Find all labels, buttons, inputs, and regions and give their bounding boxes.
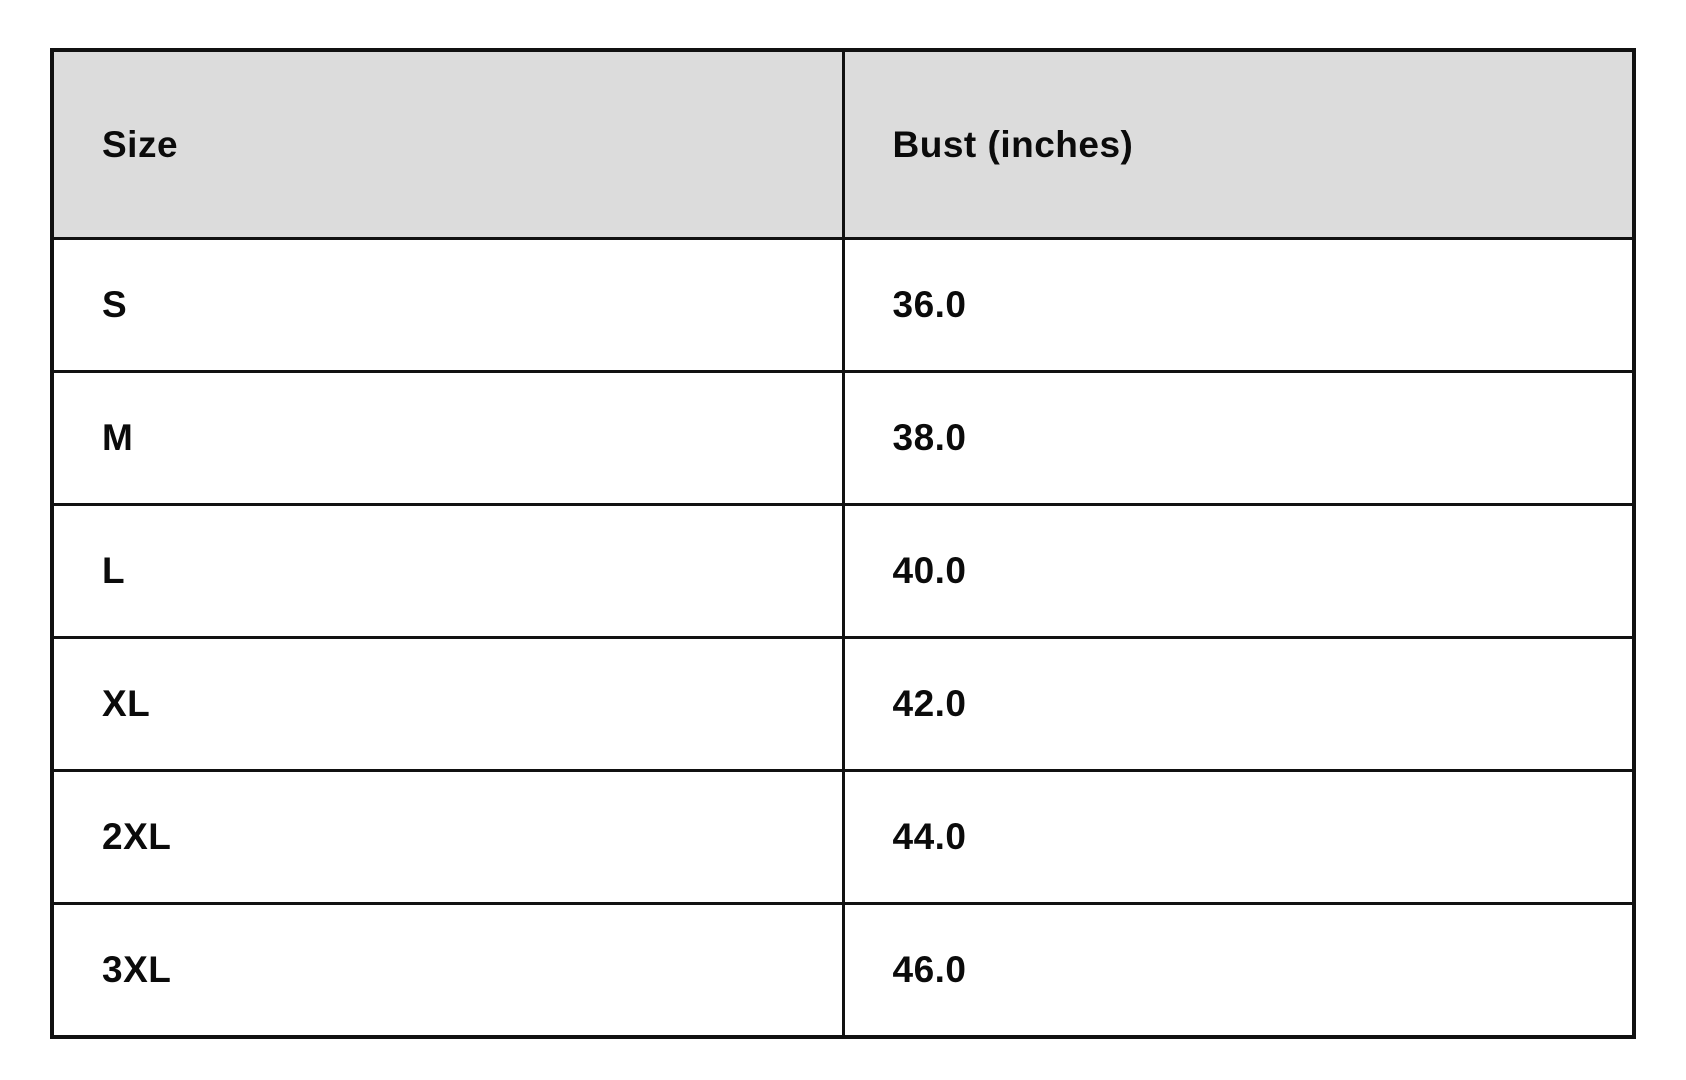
size-cell: M (50, 370, 845, 506)
size-chart: Size Bust (inches) S 36.0 M 38.0 L 40.0 … (50, 48, 1636, 1039)
bust-cell: 46.0 (841, 902, 1636, 1039)
table-row: S 36.0 (50, 237, 1636, 373)
table-row: 2XL 44.0 (50, 769, 1636, 905)
bust-cell: 44.0 (841, 769, 1636, 905)
column-header-size: Size (50, 48, 845, 240)
size-cell: 3XL (50, 902, 845, 1039)
size-cell: 2XL (50, 769, 845, 905)
bust-cell: 36.0 (841, 237, 1636, 373)
size-cell: XL (50, 636, 845, 772)
bust-cell: 38.0 (841, 370, 1636, 506)
header-row: Size Bust (inches) (50, 48, 1636, 240)
size-chart-table: Size Bust (inches) S 36.0 M 38.0 L 40.0 … (50, 48, 1636, 1039)
bust-cell: 42.0 (841, 636, 1636, 772)
table-row: L 40.0 (50, 503, 1636, 639)
column-header-bust: Bust (inches) (841, 48, 1636, 240)
size-cell: L (50, 503, 845, 639)
size-cell: S (50, 237, 845, 373)
table-row: M 38.0 (50, 370, 1636, 506)
table-row: XL 42.0 (50, 636, 1636, 772)
table-row: 3XL 46.0 (50, 902, 1636, 1039)
bust-cell: 40.0 (841, 503, 1636, 639)
